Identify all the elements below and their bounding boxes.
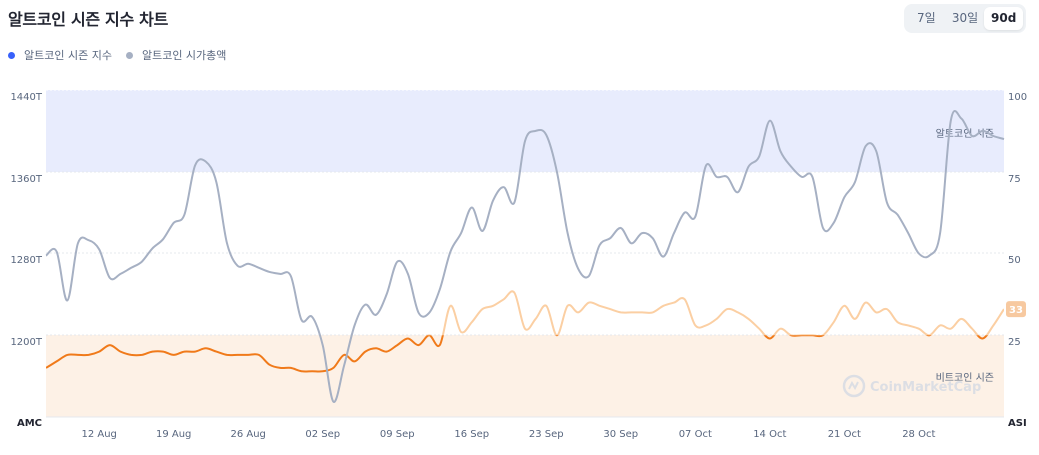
current-value-badge: 33 <box>1006 301 1026 318</box>
x-tick-label: 30 Sep <box>603 429 638 440</box>
left-tick-label: 1440T <box>10 92 42 103</box>
bitcoin-season-band-label: 비트코인 시즌 <box>936 372 994 384</box>
left-tick-label: 1360T <box>10 174 42 185</box>
altseason-index-line-upper <box>426 290 1004 336</box>
right-tick-label: 50 <box>1008 255 1021 266</box>
right-tick-label: 75 <box>1008 174 1021 185</box>
coinmarketcap-icon-mark <box>848 380 859 391</box>
x-tick-label: 07 Oct <box>679 429 712 440</box>
series-group <box>45 109 1005 403</box>
left-tick-label: 1200T <box>10 337 42 348</box>
altcoin-marketcap-line <box>45 109 1005 403</box>
altseason-index-line-lower <box>46 335 989 373</box>
altseason-band <box>46 90 1004 172</box>
legend-label: 알트코인 시즌 지수 <box>24 49 112 62</box>
tab-30d[interactable]: 30일 <box>951 11 979 25</box>
right-tick-label: 100 <box>1008 92 1027 103</box>
x-tick-label: 16 Sep <box>454 429 489 440</box>
left-axis-label: AMC <box>17 418 42 429</box>
watermark-logo: CoinMarketCap <box>842 374 981 398</box>
x-tick-label: 26 Aug <box>230 429 265 440</box>
x-tick-label: 23 Sep <box>529 429 564 440</box>
tab-7d[interactable]: 7일 <box>916 11 936 25</box>
watermark-text: CoinMarketCap <box>870 380 981 395</box>
badge-background <box>1006 301 1026 318</box>
x-tick-label: 28 Oct <box>902 429 935 440</box>
chart-legend: 알트코인 시즌 지수 알트코인 시가총액 <box>8 47 240 63</box>
legend-dot-icon <box>8 51 15 59</box>
chart-title: 알트코인 시즌 지수 차트 <box>8 10 169 29</box>
legend-dot-icon <box>125 51 133 59</box>
x-tick-label: 09 Sep <box>380 429 415 440</box>
legend-item-altcoin-marketcap[interactable]: 알트코인 시가총액 <box>125 47 227 63</box>
legend-item-altseason-index[interactable]: 알트코인 시즌 지수 <box>8 47 112 63</box>
x-tick-label: 14 Oct <box>753 429 786 440</box>
coinmarketcap-icon <box>842 374 866 398</box>
altseason-band-label: 알트코인 시즌 <box>936 128 994 140</box>
x-tick-label: 21 Oct <box>828 429 861 440</box>
x-tick-label: 02 Sep <box>305 429 340 440</box>
right-axis-label: ASI <box>1008 418 1027 429</box>
bitcoin-season-band <box>46 335 1004 417</box>
x-tick-group: 12 Aug 19 Aug 26 Aug 02 Sep 09 Sep 16 Sep 23 S… <box>81 429 935 440</box>
time-range-tabs: 7일 30일 90d <box>904 4 1026 33</box>
badge-value: 33 <box>1009 305 1023 316</box>
x-tick-label: 19 Aug <box>156 429 191 440</box>
legend-label: 알트코인 시가총액 <box>141 49 227 62</box>
left-tick-label: 1280T <box>10 255 42 266</box>
x-tick-label: 12 Aug <box>81 429 116 440</box>
right-tick-label: 25 <box>1008 337 1021 348</box>
tab-90d[interactable]: 90d <box>984 7 1024 30</box>
